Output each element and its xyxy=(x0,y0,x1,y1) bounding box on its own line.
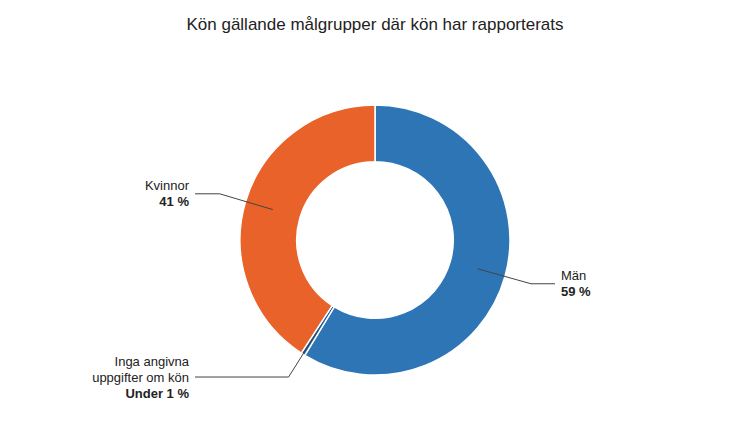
value-label: 41 % xyxy=(159,194,189,209)
value-label: Under 1 % xyxy=(125,386,189,401)
labels: Män59 % Inga angivnauppgifter om könUnder… xyxy=(92,178,591,400)
title: Kön gällande målgrupper där kön har rapp… xyxy=(186,15,563,34)
category-label: Inga angivnauppgifter om kön xyxy=(92,354,190,385)
category-label: Män xyxy=(561,268,586,283)
leader-line xyxy=(195,330,318,377)
leader-line xyxy=(478,269,555,284)
chart: Kön gällande målgrupper där kön har rapp… xyxy=(0,0,750,436)
chart-container: Kön gällande målgrupper där kön har rapp… xyxy=(0,0,750,436)
category-label: Kvinnor xyxy=(145,178,190,193)
leader-line xyxy=(195,194,273,210)
slice xyxy=(240,105,375,353)
slices xyxy=(240,105,510,375)
value-label: 59 % xyxy=(561,284,591,299)
